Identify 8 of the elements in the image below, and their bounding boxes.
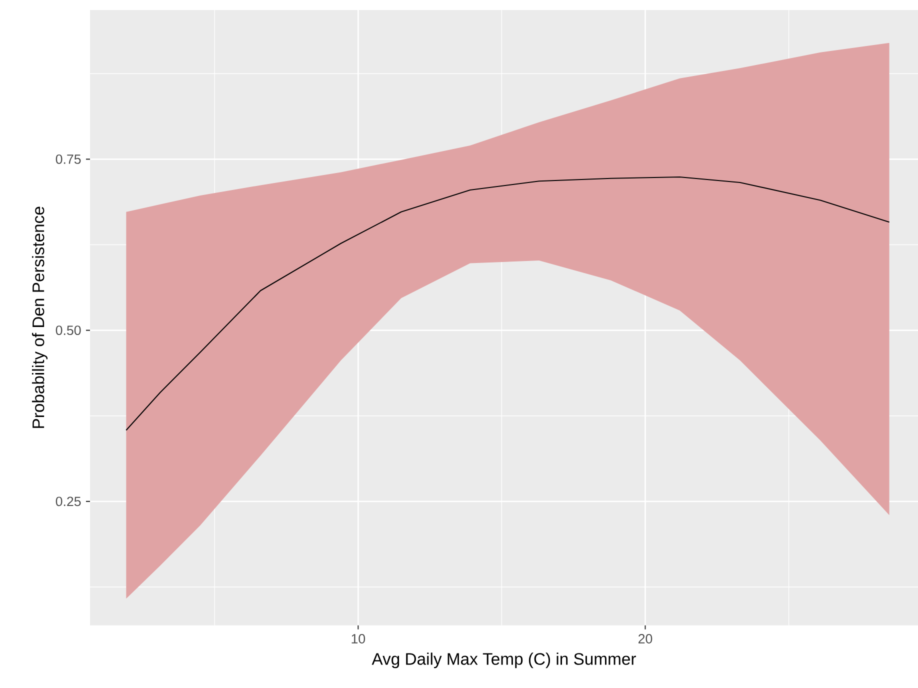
x-tick-label: 20 [638, 634, 652, 644]
x-tick-label: 10 [352, 634, 366, 644]
y-tick-label: 0.50 [56, 326, 81, 336]
y-axis-title: Probability of Den Persistence [32, 206, 48, 428]
line-series [126, 176, 890, 431]
y-tick-label: 0.25 [56, 496, 81, 506]
y-tick-label: 0.75 [56, 154, 81, 164]
x-axis-title: Avg Daily Max Temp (C) in Summer [372, 652, 636, 668]
